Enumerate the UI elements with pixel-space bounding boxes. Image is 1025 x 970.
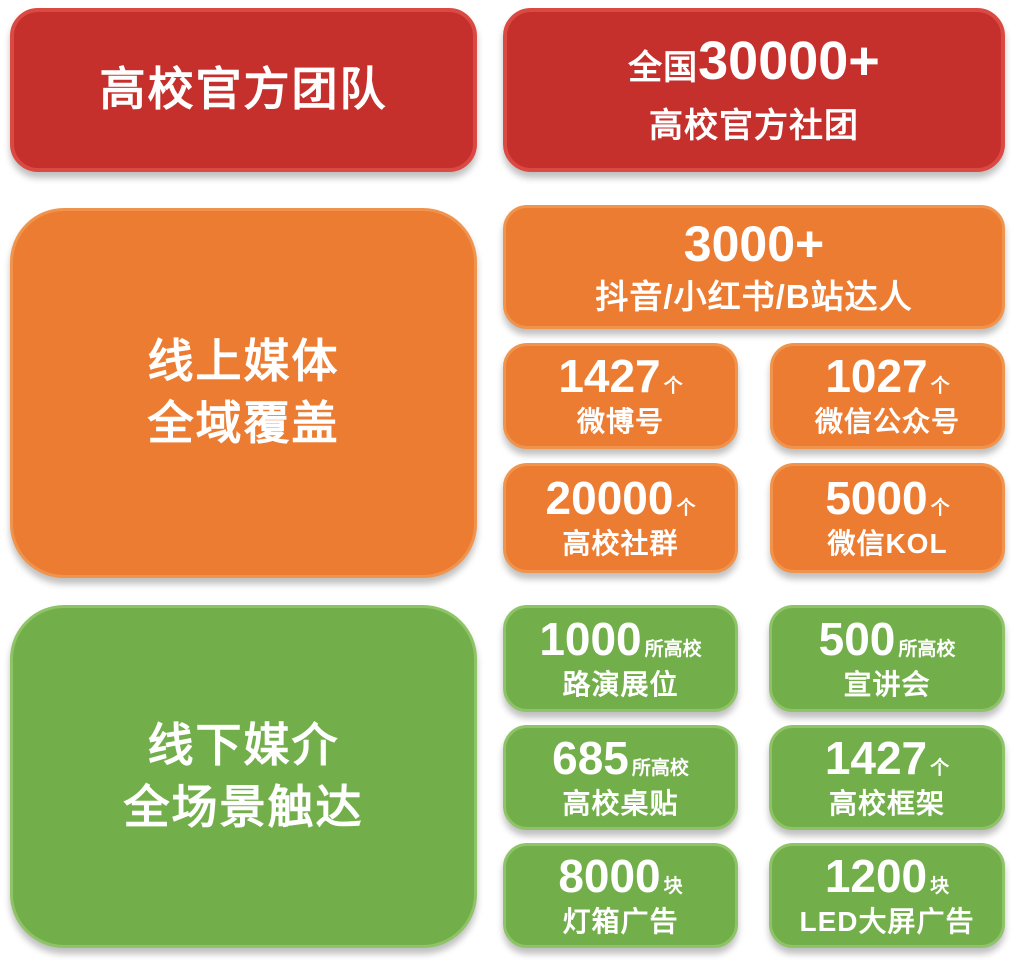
stat-label: 微博号: [576, 406, 664, 438]
stat-number-line: 8000 块: [558, 853, 682, 899]
stat-number: 1000: [539, 612, 642, 665]
stat-label: 高校官方社团: [649, 106, 859, 145]
stat-roadshow-booths: 1000 所高校 路演展位: [503, 605, 738, 712]
stat-number-line: 500 所高校: [819, 616, 956, 662]
stat-number: 1200: [824, 849, 928, 902]
stat-unit: 所高校: [898, 638, 956, 660]
stat-unit: 块: [930, 875, 950, 897]
stat-unit: 个: [930, 498, 950, 520]
stat-douyin-xiaohongshu-bilibili-kols: 3000+ 抖音/小红书/B站达人: [503, 205, 1005, 329]
stat-number-line: 20000 个: [546, 475, 696, 521]
stat-unit: 个: [930, 376, 950, 398]
official-team-title-text: 高校官方团队: [99, 63, 388, 116]
online-media-title-line1: 线上媒体: [147, 335, 340, 388]
stat-label: 高校社群: [562, 528, 679, 560]
stat-unit: 个: [663, 376, 683, 398]
stat-campus-communities: 20000 个 高校社群: [503, 463, 738, 573]
stat-label: 微信KOL: [827, 528, 948, 560]
stat-number: 685: [552, 731, 629, 784]
stat-label: 宣讲会: [843, 668, 931, 700]
stat-number-line: 685 所高校: [552, 735, 689, 781]
stat-number-line: 1427 个: [558, 353, 682, 399]
section-title-offline-media: 线下媒介 全场景触达: [10, 605, 477, 948]
stat-label: 高校框架: [828, 787, 945, 819]
stat-number: 1427: [824, 731, 928, 784]
online-media-title-line2: 全域覆盖: [147, 397, 340, 449]
section-title-official-team: 高校官方团队: [10, 8, 477, 172]
stat-national-official-clubs: 全国30000+ 高校官方社团: [503, 8, 1005, 172]
stat-unit: 个: [930, 757, 950, 779]
stat-label: 灯箱广告: [562, 905, 679, 937]
stat-info-sessions: 500 所高校 宣讲会: [769, 605, 1005, 712]
stat-campus-frames: 1427 个 高校框架: [769, 725, 1005, 830]
stat-number-line: 5000 个: [825, 475, 949, 521]
stat-unit: 所高校: [644, 638, 702, 660]
stat-led-screen-ads: 1200 块 LED大屏广告: [769, 843, 1005, 948]
stat-label: 路演展位: [562, 668, 679, 700]
stat-number-line: 1000 所高校: [539, 616, 701, 662]
stat-lightbox-ads: 8000 块 灯箱广告: [503, 843, 738, 948]
stat-unit: 块: [663, 875, 683, 897]
stat-number-line: 3000+: [684, 219, 824, 269]
section-title-online-media: 线上媒体 全域覆盖: [10, 208, 477, 578]
stat-unit: 所高校: [631, 757, 689, 779]
stat-weibo-accounts: 1427 个 微博号: [503, 343, 738, 449]
stat-number: 1427: [558, 350, 661, 403]
stat-number-line: 全国30000+: [628, 34, 880, 88]
stat-campus-desk-stickers: 685 所高校 高校桌贴: [503, 725, 738, 830]
stat-number-line: 1200 块: [825, 853, 949, 899]
stat-label: 抖音/小红书/B站达人: [595, 277, 913, 315]
stat-label: 高校桌贴: [562, 787, 679, 819]
stat-number: 1027: [825, 350, 928, 403]
stat-label: 微信公众号: [814, 406, 960, 438]
stat-number: 5000: [825, 472, 928, 525]
stat-number: 3000+: [683, 215, 825, 272]
stat-label: LED大屏广告: [799, 905, 975, 937]
stat-number: 500: [818, 612, 896, 665]
stat-number: 30000+: [698, 30, 880, 91]
offline-media-title-line2: 全场景触达: [123, 780, 364, 833]
stat-number-line: 1027 个: [825, 353, 949, 399]
offline-media-title-line1: 线下媒介: [147, 718, 340, 771]
stat-number-line: 1427 个: [825, 735, 949, 781]
stat-prefix: 全国: [628, 48, 699, 87]
stat-wechat-kols: 5000 个 微信KOL: [770, 463, 1005, 573]
stat-number: 20000: [545, 472, 674, 525]
stat-wechat-official-accounts: 1027 个 微信公众号: [770, 343, 1005, 449]
stat-unit: 个: [676, 498, 696, 520]
stat-number: 8000: [558, 849, 661, 902]
